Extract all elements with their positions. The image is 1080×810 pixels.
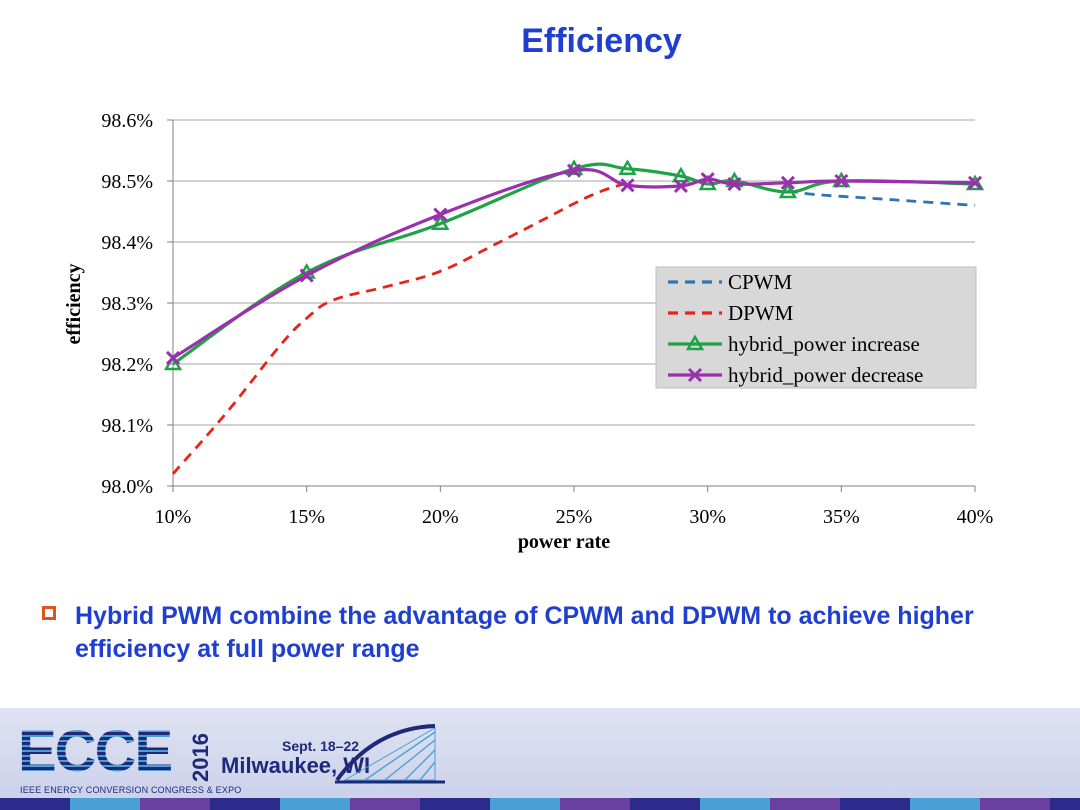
logo-subtitle: IEEE ENERGY CONVERSION CONGRESS & EXPO: [20, 785, 242, 795]
x-tick-label: 30%: [689, 506, 726, 528]
y-tick-label: 98.5%: [101, 171, 153, 193]
x-tick-label: 20%: [422, 506, 459, 528]
triangle-marker: [778, 182, 798, 199]
event-city: Milwaukee, WI: [221, 753, 371, 778]
x-tick-label: 15%: [288, 506, 325, 528]
triangle-marker: [671, 166, 691, 183]
x-marker: [967, 175, 983, 190]
series-line-dpwm: [171, 181, 628, 475]
x-marker: [687, 367, 703, 383]
legend-label: CPWM: [728, 270, 793, 294]
x-axis-label: power rate: [518, 531, 610, 553]
x-marker: [433, 207, 448, 222]
x-marker: [700, 172, 715, 187]
legend: CPWM DPWM hybrid_power increase hybrid_powe…: [655, 266, 977, 389]
x-tick-label: 35%: [823, 506, 860, 528]
series-lines: [163, 159, 985, 475]
y-tick-label: 98.6%: [101, 110, 153, 132]
x-marker: [673, 178, 688, 193]
event-date: Sept. 18–22: [282, 738, 360, 754]
y-tick-label: 98.0%: [101, 476, 153, 498]
gridlines: [173, 119, 975, 487]
x-marker: [834, 173, 849, 189]
series-line-hybrid-power-decrease: [172, 168, 976, 360]
logo-year: 2016: [188, 733, 212, 782]
triangle-marker: [685, 334, 705, 351]
bullet-square-icon: [42, 606, 56, 620]
x-marker: [566, 163, 582, 178]
legend-box: [655, 266, 977, 389]
year-text: 2016: [188, 733, 212, 782]
x-marker: [165, 350, 181, 365]
x-marker: [727, 176, 742, 192]
bridge-icon: [335, 724, 445, 784]
slide-title: Efficiency: [521, 22, 682, 60]
footer-banner: ECCE 2016 IEEE ENERGY CONVERSION CONGRES…: [0, 708, 1080, 810]
triangle-marker: [431, 214, 450, 230]
x-tick-label: 10%: [155, 506, 192, 528]
bullet-point: Hybrid PWM combine the advantage of CPWM…: [42, 600, 1042, 666]
y-tick-label: 98.1%: [101, 415, 153, 437]
x-marker: [620, 178, 635, 193]
y-tick-label: 98.2%: [101, 354, 153, 376]
series-line-cpwm: [787, 189, 976, 207]
bullet-text: Hybrid PWM combine the advantage of CPWM…: [75, 602, 974, 663]
legend-label: hybrid_power increase: [728, 332, 920, 356]
legend-label: hybrid_power decrease: [728, 363, 923, 387]
y-axis-label: efficiency: [63, 263, 85, 344]
x-tick-label: 25%: [556, 506, 593, 528]
x-marker: [780, 175, 795, 190]
ecce-logo: ECCE: [18, 719, 173, 784]
axes: 98.0% 98.1% 98.2% 98.3% 98.4% 98.5% 98.6% 10% 15…: [101, 110, 993, 528]
y-tick-label: 98.3%: [101, 293, 153, 315]
legend-label: DPWM: [728, 301, 794, 325]
efficiency-chart: 98.0% 98.1% 98.2% 98.3% 98.4% 98.5% 98.6% 10% 15…: [63, 110, 993, 553]
x-tick-label: 40%: [957, 506, 994, 528]
footer-stripe: [0, 798, 1080, 810]
triangle-marker: [618, 159, 637, 176]
y-tick-label: 98.4%: [101, 232, 153, 254]
x-marker: [299, 268, 314, 283]
